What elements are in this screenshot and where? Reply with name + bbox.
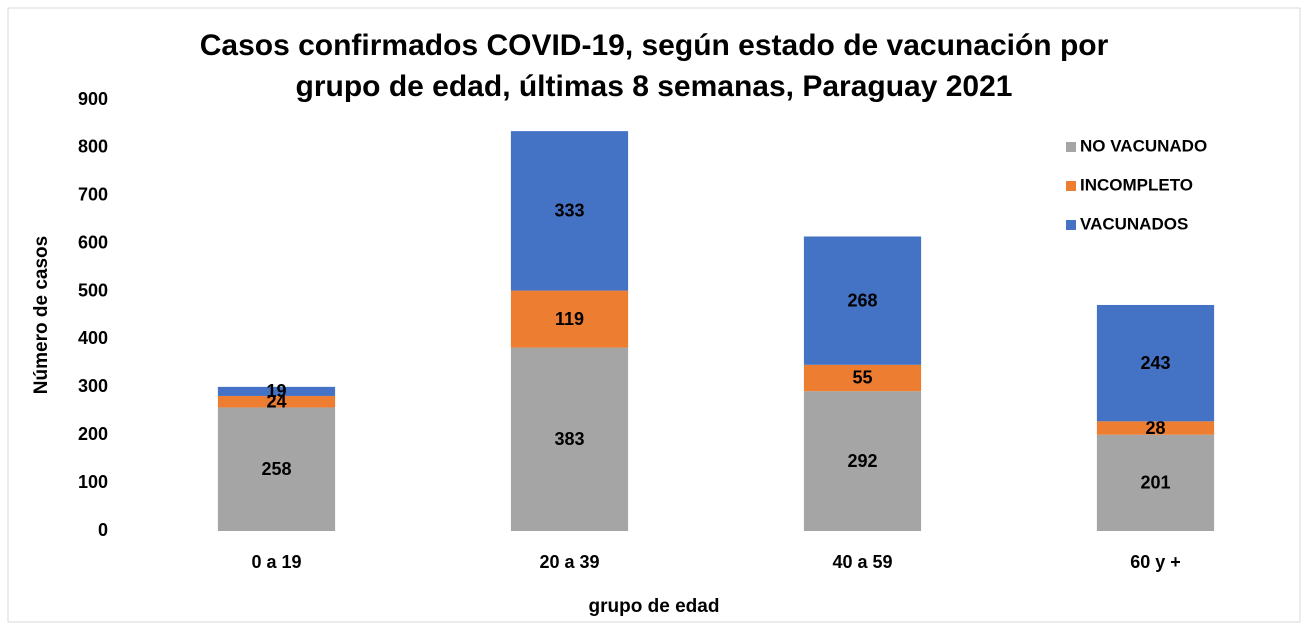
legend-label: VACUNADOS xyxy=(1080,214,1188,233)
bar-segment xyxy=(217,395,336,408)
bar-segment xyxy=(217,407,336,531)
y-tick-label: 0 xyxy=(98,520,108,540)
data-label: 333 xyxy=(554,201,584,221)
bar-segment xyxy=(1096,421,1215,435)
bar-segment xyxy=(803,364,922,392)
bar-segment xyxy=(510,131,629,291)
bar-segment xyxy=(510,347,629,531)
data-label: 201 xyxy=(1140,473,1170,493)
x-tick-label: 0 a 19 xyxy=(251,552,301,572)
y-tick-label: 900 xyxy=(78,89,108,109)
legend-label: NO VACUNADO xyxy=(1080,136,1207,155)
y-tick-label: 700 xyxy=(78,185,108,205)
x-axis-label: grupo de edad xyxy=(589,596,720,617)
legend-swatch xyxy=(1066,181,1076,191)
y-tick-label: 200 xyxy=(78,424,108,444)
y-tick-label: 600 xyxy=(78,232,108,252)
x-tick-label: 20 a 39 xyxy=(539,552,599,572)
data-label: 119 xyxy=(555,309,584,329)
y-tick-label: 800 xyxy=(78,137,108,157)
y-tick-label: 300 xyxy=(78,376,108,396)
data-label: 24 xyxy=(266,391,286,411)
data-label: 258 xyxy=(261,459,291,479)
chart-title: grupo de edad, últimas 8 semanas, Paragu… xyxy=(296,70,1013,103)
y-tick-label: 100 xyxy=(78,472,108,492)
bar-segment xyxy=(1096,304,1215,422)
x-tick-label: 40 a 59 xyxy=(832,552,892,572)
legend-swatch xyxy=(1066,142,1076,152)
data-label: 383 xyxy=(554,429,584,449)
legend-label: INCOMPLETO xyxy=(1080,175,1193,194)
y-tick-label: 500 xyxy=(78,280,108,300)
chart-title: Casos confirmados COVID-19, según estado… xyxy=(200,29,1109,62)
y-axis-label: Número de casos xyxy=(31,236,52,394)
x-tick-label: 60 y + xyxy=(1130,552,1181,572)
data-label: 28 xyxy=(1145,418,1165,438)
bar-segment xyxy=(510,290,629,348)
data-label: 292 xyxy=(847,451,877,471)
bar-segment xyxy=(803,236,922,365)
data-label: 268 xyxy=(847,290,877,310)
bar-segment xyxy=(217,386,336,396)
data-label: 243 xyxy=(1140,353,1170,373)
bar-segment xyxy=(1096,434,1215,531)
bar-segment xyxy=(803,391,922,531)
data-label: 55 xyxy=(852,368,872,388)
legend-swatch xyxy=(1066,220,1076,230)
y-tick-label: 400 xyxy=(78,328,108,348)
data-label: 19 xyxy=(266,381,286,401)
